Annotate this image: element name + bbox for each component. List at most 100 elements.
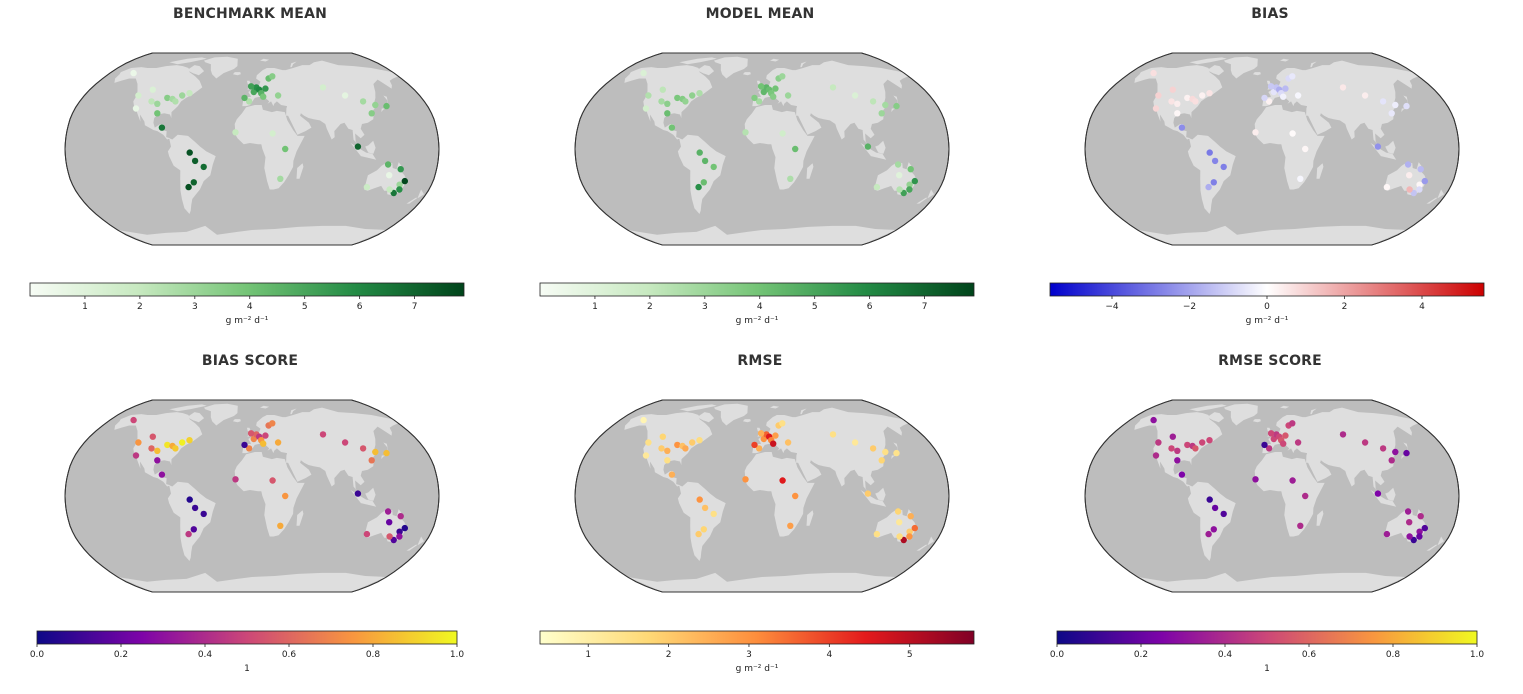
land-antarctica bbox=[1137, 572, 1407, 592]
data-point bbox=[1403, 102, 1410, 110]
data-point bbox=[1267, 430, 1275, 437]
data-point bbox=[1265, 98, 1273, 105]
data-point bbox=[1168, 445, 1175, 452]
colorbar-tick-label: 1 bbox=[592, 302, 598, 312]
data-point bbox=[341, 92, 349, 99]
data-point bbox=[1289, 420, 1296, 427]
data-point bbox=[1205, 183, 1212, 191]
data-point bbox=[282, 145, 289, 153]
data-point bbox=[642, 105, 650, 112]
land-novaya-zemlya bbox=[1310, 408, 1317, 415]
data-point bbox=[1265, 445, 1273, 452]
data-point bbox=[873, 530, 881, 538]
data-point bbox=[269, 130, 276, 137]
data-point bbox=[1152, 452, 1160, 459]
data-point bbox=[1220, 510, 1227, 518]
data-point bbox=[200, 163, 207, 171]
data-point bbox=[1211, 504, 1219, 512]
data-point bbox=[191, 504, 199, 512]
land-borneo bbox=[875, 140, 886, 154]
data-point bbox=[384, 508, 392, 515]
data-point bbox=[245, 98, 253, 105]
data-point bbox=[1282, 85, 1289, 92]
land-africa bbox=[1254, 452, 1325, 537]
data-point bbox=[779, 477, 786, 484]
data-point bbox=[757, 430, 765, 437]
colorbar-tick-label: 3 bbox=[192, 302, 198, 312]
data-point bbox=[1210, 526, 1217, 533]
data-point bbox=[770, 93, 777, 100]
panel-model-mean: 1 2 3 4 5 6 7 g m⁻² d⁻¹ MODEL MEAN bbox=[510, 0, 1010, 345]
colorbar bbox=[1049, 282, 1485, 297]
land-eurasia bbox=[752, 60, 909, 148]
data-point bbox=[829, 84, 837, 91]
data-point bbox=[664, 457, 671, 464]
data-point bbox=[770, 440, 777, 447]
colorbar-tick-label: −2 bbox=[1183, 302, 1196, 312]
data-point bbox=[1417, 513, 1424, 520]
land-south-america bbox=[677, 134, 726, 214]
data-point bbox=[906, 181, 913, 188]
data-point bbox=[200, 510, 207, 518]
data-point bbox=[674, 94, 681, 102]
data-point bbox=[262, 85, 269, 92]
colorbar bbox=[29, 282, 465, 297]
data-point bbox=[1302, 492, 1309, 500]
panel-title: RMSE SCORE bbox=[1218, 353, 1322, 369]
data-point bbox=[792, 492, 799, 500]
data-point bbox=[674, 441, 681, 449]
land-novaya-zemlya bbox=[800, 408, 807, 415]
data-point bbox=[269, 420, 276, 427]
data-point bbox=[1406, 186, 1413, 193]
data-point bbox=[1150, 416, 1157, 424]
data-point bbox=[1206, 149, 1213, 156]
land-antarctica bbox=[1137, 225, 1407, 245]
data-point bbox=[260, 440, 267, 447]
data-point bbox=[755, 98, 763, 105]
colorbar-tick-label: 1.0 bbox=[450, 650, 465, 660]
data-point bbox=[1302, 145, 1309, 153]
data-point bbox=[186, 149, 193, 156]
land-madagascar bbox=[296, 510, 304, 526]
data-point bbox=[1383, 530, 1391, 538]
data-point bbox=[1406, 519, 1413, 526]
land-svalbard bbox=[770, 58, 780, 62]
data-point bbox=[682, 445, 689, 452]
land-africa bbox=[1254, 105, 1325, 190]
land-arctic-islands bbox=[679, 57, 717, 65]
data-point bbox=[1417, 166, 1424, 173]
data-point bbox=[262, 432, 269, 439]
data-point bbox=[873, 183, 881, 191]
data-point bbox=[1184, 441, 1191, 449]
data-point bbox=[658, 445, 665, 452]
data-point bbox=[742, 476, 749, 483]
land-eurasia bbox=[1262, 407, 1419, 495]
data-point bbox=[179, 439, 186, 446]
data-point bbox=[1294, 439, 1302, 446]
data-point bbox=[907, 513, 914, 520]
points-layer bbox=[1150, 69, 1428, 197]
land-madagascar bbox=[806, 163, 814, 179]
data-point bbox=[894, 161, 902, 168]
data-point bbox=[659, 86, 666, 93]
data-point bbox=[274, 439, 282, 446]
data-point bbox=[640, 416, 647, 424]
land-svalbard bbox=[1280, 58, 1290, 62]
data-point bbox=[1205, 530, 1212, 538]
data-point bbox=[401, 524, 408, 532]
data-point bbox=[185, 530, 192, 538]
land-greenland bbox=[714, 403, 748, 426]
data-point bbox=[149, 433, 156, 440]
colorbar-tick-label: 0.0 bbox=[30, 650, 45, 660]
land-south-america bbox=[167, 481, 216, 561]
data-point bbox=[864, 490, 872, 497]
data-point bbox=[384, 161, 392, 168]
land-antarctica bbox=[117, 225, 387, 245]
land-layer bbox=[624, 56, 934, 245]
data-point bbox=[869, 98, 877, 105]
land-africa bbox=[234, 452, 305, 537]
data-point bbox=[1416, 533, 1423, 540]
colorbar-tick-label: 4 bbox=[1419, 302, 1425, 312]
panel-rmse: 1 2 3 4 5 g m⁻² d⁻¹ RMSE bbox=[510, 347, 1010, 692]
data-point bbox=[696, 496, 703, 503]
